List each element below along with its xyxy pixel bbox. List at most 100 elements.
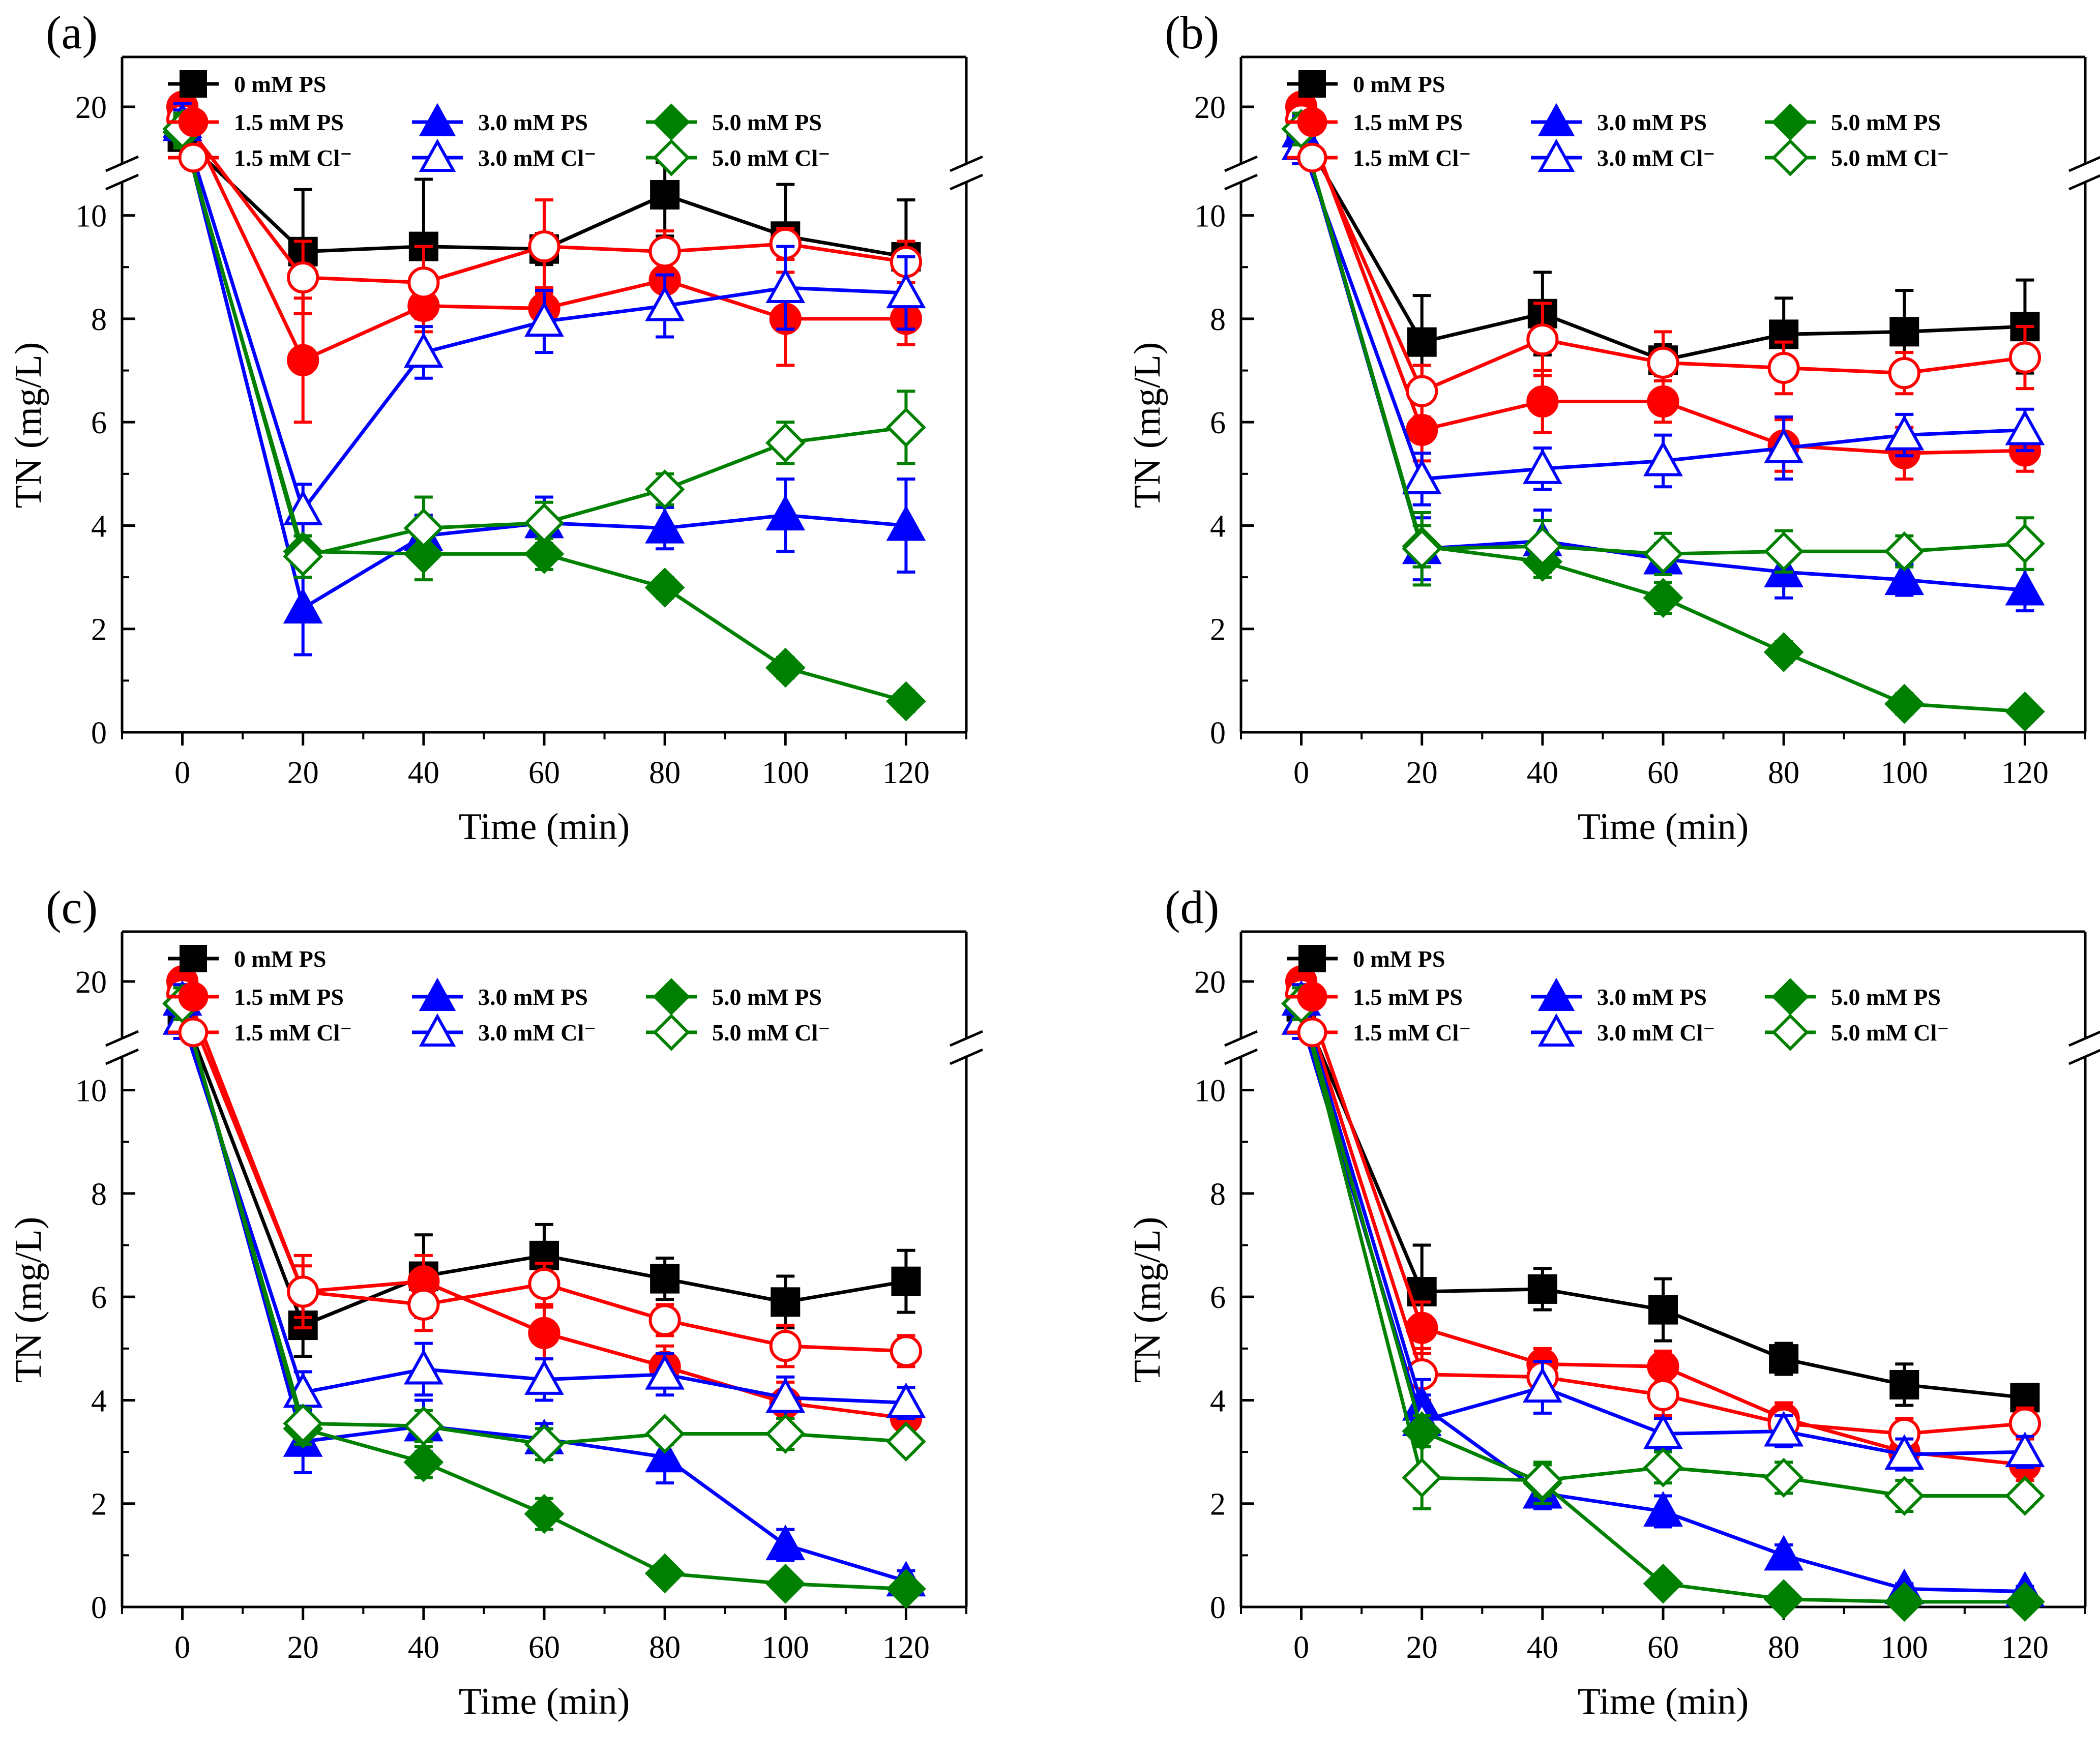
data-point xyxy=(524,503,565,543)
data-point xyxy=(403,332,443,368)
series-3-0-mm-cl- xyxy=(1281,124,2045,506)
y-tick-label: 4 xyxy=(91,1384,107,1418)
axis-break-mark xyxy=(105,1030,139,1047)
data-point xyxy=(1647,346,1679,379)
data-point xyxy=(528,1268,560,1300)
legend-label: 5.0 mM Cl⁻ xyxy=(712,145,831,171)
data-point xyxy=(403,1406,444,1446)
data-point xyxy=(1763,531,1804,572)
x-tick-label: 40 xyxy=(408,1630,439,1665)
data-point xyxy=(1889,1369,1919,1399)
data-point xyxy=(1522,1460,1563,1501)
panel-label: (b) xyxy=(1165,7,1219,58)
x-tick-label: 20 xyxy=(1406,756,1438,790)
legend-item: 5.0 mM PS xyxy=(1765,978,1941,1016)
panel-label: (d) xyxy=(1165,881,1219,933)
legend-item: 1.5 mM Cl⁻ xyxy=(168,1017,352,1048)
panel-label: (a) xyxy=(46,7,98,58)
legend-marker xyxy=(180,70,207,98)
data-point xyxy=(1522,1367,1562,1403)
legend-marker xyxy=(1297,1017,1327,1048)
axis-break-mark xyxy=(2068,174,2100,191)
data-point xyxy=(1526,323,1559,356)
legend-item: 5.0 mM PS xyxy=(646,978,822,1016)
data-point xyxy=(1884,414,1925,451)
data-point xyxy=(886,1569,926,1609)
y-tick-label: 2 xyxy=(91,1487,107,1522)
y-tick-label: 4 xyxy=(1210,1384,1226,1418)
legend-label: 5.0 mM Cl⁻ xyxy=(1831,145,1949,171)
y-tick-label: 6 xyxy=(1210,1280,1226,1315)
data-point xyxy=(2008,341,2042,374)
legend-marker xyxy=(419,103,456,136)
legend-marker xyxy=(1771,978,1809,1016)
data-point xyxy=(403,1442,444,1482)
data-point xyxy=(403,1349,443,1385)
legend-marker xyxy=(1297,142,1327,173)
series-1-5-mm-cl- xyxy=(166,103,923,320)
y-tick-label: 4 xyxy=(1210,509,1226,544)
x-tick-label: 100 xyxy=(1881,756,1928,790)
legend-marker xyxy=(1537,138,1575,172)
legend-label: 5.0 mM Cl⁻ xyxy=(1831,1020,1949,1046)
data-point xyxy=(524,1424,565,1465)
legend-item: 3.0 mM PS xyxy=(1531,103,1707,136)
y-tick-label: 2 xyxy=(1210,1487,1226,1522)
x-tick-label: 20 xyxy=(287,756,319,790)
data-point xyxy=(644,1414,685,1454)
axis-break-mark xyxy=(1224,155,1258,172)
y-tick-label: 20 xyxy=(1194,91,1226,125)
axis-break-mark xyxy=(1224,1030,1258,1047)
y-axis-title: TN (mg/L) xyxy=(1127,342,1168,509)
legend-marker xyxy=(1771,1014,1809,1051)
legend-label: 1.5 mM Cl⁻ xyxy=(234,145,352,171)
legend-marker xyxy=(1298,70,1326,98)
legend-label: 1.5 mM PS xyxy=(234,984,344,1010)
data-point xyxy=(287,261,319,294)
y-tick-label: 0 xyxy=(1210,1591,1226,1625)
y-axis-title: TN (mg/L) xyxy=(1127,1217,1168,1383)
legend-label: 0 mM PS xyxy=(234,946,326,972)
y-tick-label: 4 xyxy=(91,509,107,544)
data-point xyxy=(765,1414,806,1454)
series-5-0-mm-cl- xyxy=(162,984,926,1465)
axis-break-mark xyxy=(2068,1049,2100,1065)
data-point xyxy=(1402,528,1442,569)
data-point xyxy=(1522,448,1562,484)
data-point xyxy=(1407,327,1437,357)
data-point xyxy=(648,235,681,268)
legend-marker xyxy=(1537,977,1575,1011)
data-point xyxy=(283,537,323,577)
legend-label: 3.0 mM Cl⁻ xyxy=(1597,145,1716,171)
y-tick-label: 20 xyxy=(75,965,107,1000)
chart-panel: (d) 0 2 4 6 8 10 20 0 20 40 60 80 100 120 Time (min) TN … xyxy=(1127,881,2100,1722)
x-tick-label: 0 xyxy=(1293,1630,1309,1665)
data-point xyxy=(287,344,319,376)
data-point xyxy=(2005,692,2045,732)
x-axis-title: Time (min) xyxy=(1578,1681,1749,1722)
data-point xyxy=(1763,632,1804,672)
legend-marker xyxy=(653,103,690,141)
x-tick-label: 40 xyxy=(408,756,439,790)
data-point xyxy=(1764,1535,1804,1571)
data-point xyxy=(650,1264,680,1294)
data-point xyxy=(765,1377,806,1413)
data-point xyxy=(1643,534,1683,574)
x-tick-label: 40 xyxy=(1527,756,1558,790)
data-point xyxy=(1406,413,1438,446)
x-tick-label: 0 xyxy=(1293,756,1309,790)
data-point xyxy=(1884,1434,1925,1470)
axis-break-mark xyxy=(949,1030,984,1047)
legend-label: 5.0 mM PS xyxy=(1831,984,1941,1010)
axis-break-mark xyxy=(949,173,984,191)
data-point xyxy=(1522,526,1563,567)
legend-item: 1.5 mM PS xyxy=(168,981,344,1012)
legend-item: 5.0 mM Cl⁻ xyxy=(646,1014,831,1051)
series-5-0-mm-ps xyxy=(1281,984,2045,1622)
legend-marker xyxy=(1297,981,1327,1012)
legend-label: 3.0 mM PS xyxy=(478,984,588,1010)
legend-marker xyxy=(419,977,456,1011)
data-point xyxy=(2005,1582,2045,1622)
legend-label: 1.5 mM PS xyxy=(234,109,344,135)
